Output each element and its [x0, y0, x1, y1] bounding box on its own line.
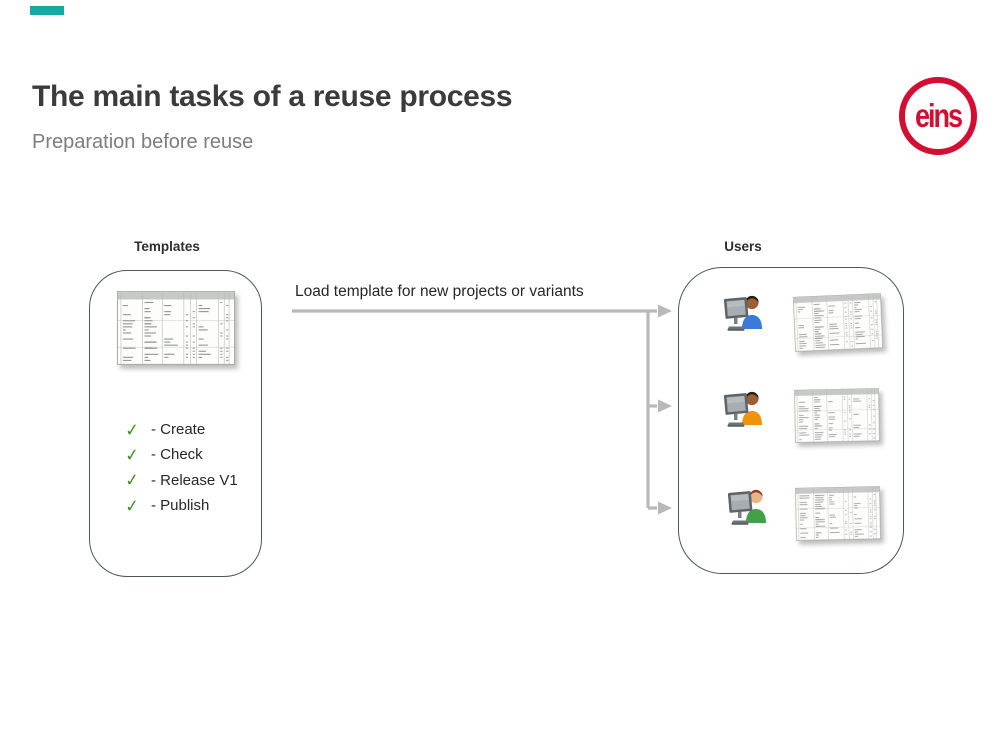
checkmark-icon: ✓ — [124, 495, 141, 516]
arrowhead-3 — [658, 501, 672, 515]
slide-title: The main tasks of a reuse process — [32, 80, 513, 113]
checkmark-icon: ✓ — [124, 419, 141, 440]
user-at-computer-icon — [723, 391, 762, 427]
logo-text: eins — [915, 97, 963, 134]
checklist-item-label: - Publish — [151, 497, 210, 515]
checklist-item-label: - Release V1 — [151, 471, 238, 489]
checkmark-icon: ✓ — [124, 470, 141, 491]
user-at-computer-icon — [727, 489, 766, 525]
flow-arrow-label: Load template for new projects or varian… — [295, 283, 584, 300]
eins-logo: eins — [899, 77, 977, 155]
arrowhead-1 — [658, 304, 672, 318]
user-at-computer-icon — [723, 295, 762, 331]
templates-label: Templates — [134, 239, 200, 254]
accent-bar — [30, 6, 64, 15]
arrowhead-2 — [658, 399, 672, 413]
checkmark-icon: ✓ — [124, 444, 141, 466]
checklist-item: ✓ - Release V1 — [124, 468, 238, 493]
checklist-item: ✓ - Create — [124, 417, 238, 442]
checklist-item: ✓ - Publish — [124, 493, 238, 518]
checklist-item-label: - Check — [151, 446, 203, 464]
spreadsheet-thumbnail — [792, 293, 884, 352]
slide-subtitle: Preparation before reuse — [32, 131, 254, 153]
users-label: Users — [724, 239, 762, 254]
checklist: ✓ - Create ✓ - Check ✓ - Release V1 ✓ - Publish — [124, 417, 238, 518]
spreadsheet-thumbnail — [794, 388, 880, 443]
spreadsheet-thumbnail — [795, 486, 881, 541]
checklist-item-label: - Create — [151, 421, 206, 439]
spreadsheet-thumbnail — [117, 291, 235, 365]
checklist-item: ✓ - Check — [124, 442, 238, 467]
